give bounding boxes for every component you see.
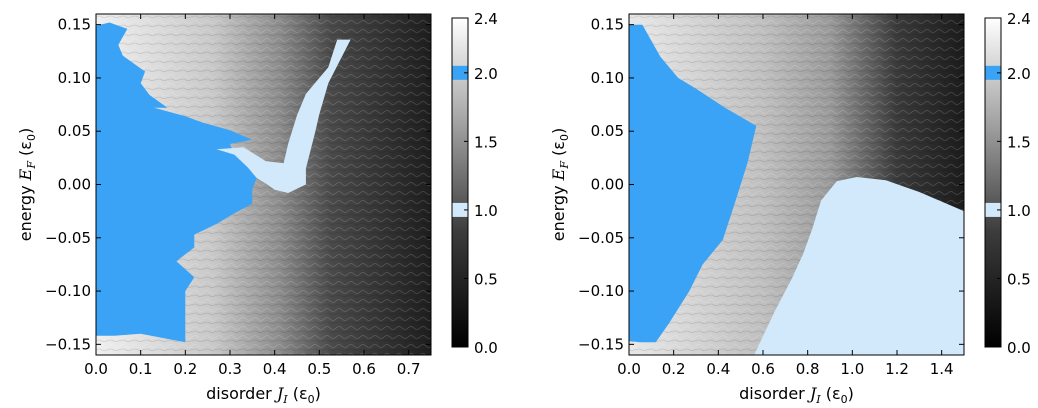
x-tick-label: 1.4: [930, 360, 954, 378]
x-tick-label: 0.0: [617, 360, 641, 378]
y-tick-label: 0.10: [591, 69, 624, 87]
y-tick-label: 0.10: [58, 69, 91, 87]
colorbar-frame: [451, 17, 469, 348]
y-tick-label: −0.05: [578, 229, 624, 247]
colorbar-tick-label: 2.4: [474, 10, 498, 28]
colorbar-tick-label: 0.0: [474, 339, 498, 357]
y-axis-label: energy EF (ε0): [16, 128, 38, 241]
colorbar-tick-label: 1.5: [1007, 133, 1031, 151]
colorbar-tick-label: 2.4: [1007, 10, 1031, 28]
y-tick-label: −0.05: [45, 229, 91, 247]
x-tick-label: 0.5: [307, 360, 331, 378]
colorbar-band: [985, 65, 1001, 80]
x-tick-label: 0.6: [352, 360, 376, 378]
colorbar-tick-label: 0.5: [474, 270, 498, 288]
y-tick-label: 0.15: [591, 16, 624, 34]
colorbar-band: [452, 65, 468, 80]
x-axis-label: disorder JI (ε0): [739, 384, 854, 406]
colorbar-band: [452, 202, 468, 217]
y-tick-label: −0.10: [45, 282, 91, 300]
colorbar-tick-label: 2.0: [1007, 65, 1031, 83]
x-tick-label: 0.6: [751, 360, 775, 378]
y-tick-label: 0.05: [58, 122, 91, 140]
x-tick-label: 1.2: [885, 360, 909, 378]
colorbar-gradient: [452, 18, 468, 347]
x-tick-label: 0.3: [218, 360, 242, 378]
colorbar-tick-label: 1.0: [1007, 202, 1031, 220]
colorbar-tick-label: 0.0: [1007, 339, 1031, 357]
y-tick-label: 0.15: [58, 16, 91, 34]
y-tick-label: 0.00: [58, 176, 91, 194]
plateau-region-two: [629, 24, 757, 343]
y-tick-label: 0.00: [591, 176, 624, 194]
y-tick-label: 0.05: [591, 122, 624, 140]
plateau-region-one: [754, 177, 964, 355]
x-tick-label: 0.8: [796, 360, 820, 378]
x-tick-label: 0.4: [706, 360, 730, 378]
colorbar-tick-label: 0.5: [1007, 270, 1031, 288]
y-axis-label: energy EF (ε0): [549, 128, 571, 241]
colorbar-frame: [984, 17, 1002, 348]
x-axis-label: disorder JI (ε0): [206, 384, 321, 406]
colorbar-tick-label: 1.5: [474, 133, 498, 151]
y-tick-label: −0.15: [578, 335, 624, 353]
x-tick-label: 0.7: [397, 360, 421, 378]
colorbar-tick-label: 2.0: [474, 65, 498, 83]
plateau-region-one: [216, 39, 351, 193]
x-tick-label: 1.0: [840, 360, 864, 378]
left-panel: 0.0 0.1 0.2 0.3 0.4 0.5 0.6 0.70.150.100.050.00…: [16, 10, 498, 406]
colorbar-tick-label: 1.0: [474, 202, 498, 220]
right-panel: 0.0 0.2 0.4 0.6 0.8 1.0 1.2 1.40.150.100.050.00…: [549, 10, 1031, 406]
x-tick-label: 0.2: [662, 360, 686, 378]
y-tick-label: −0.15: [45, 335, 91, 353]
x-tick-label: 0.2: [173, 360, 197, 378]
x-tick-label: 0.0: [84, 360, 108, 378]
y-tick-label: −0.10: [578, 282, 624, 300]
colorbar-gradient: [985, 18, 1001, 347]
x-tick-label: 0.4: [263, 360, 287, 378]
colorbar-band: [985, 202, 1001, 217]
x-tick-label: 0.1: [129, 360, 153, 378]
plateau-region-two: [96, 22, 257, 343]
